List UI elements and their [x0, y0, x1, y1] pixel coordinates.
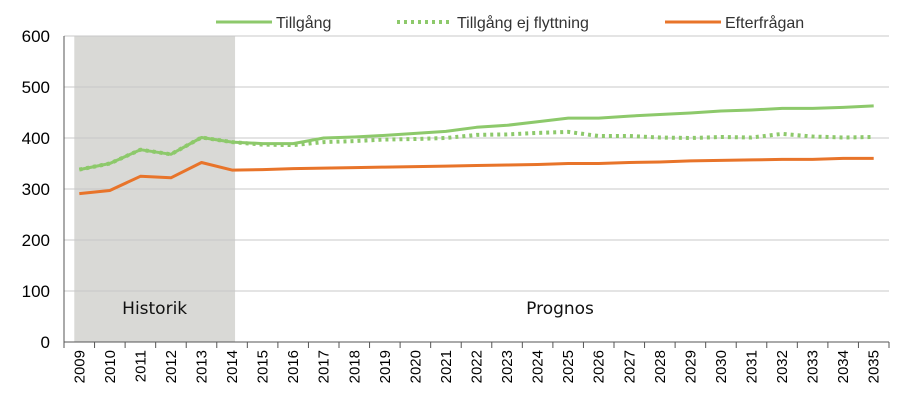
x-tick-label: 2013 [194, 350, 211, 383]
x-tick-label: 2021 [438, 350, 455, 383]
x-tick-label: 2030 [713, 350, 730, 383]
series-line-1 [78, 129, 874, 172]
x-tick-label: 2023 [499, 350, 516, 383]
y-tick-label: 300 [22, 180, 50, 199]
plot-area [78, 104, 874, 196]
x-tick-label: 2009 [71, 350, 88, 383]
x-tick-label: 2014 [224, 350, 241, 383]
x-tick-label: 2016 [285, 350, 302, 383]
x-tick-label: 2022 [469, 350, 486, 383]
x-tick-label: 2034 [835, 350, 852, 383]
series-line-2 [79, 156, 874, 196]
y-axis: 0 100 200 300 400 500 600 [22, 27, 65, 352]
y-tick-label: 500 [22, 78, 50, 97]
x-axis: 2009 2010 2011 2012 2013 2014 2015 2016 2017 2018… [63, 341, 890, 383]
y-tick-label: 100 [22, 282, 50, 301]
x-tick-label: 2012 [163, 350, 180, 383]
legend: Tillgång Tillgång ej flyttning Efterfrågan [216, 14, 804, 32]
y-tick-label: 600 [22, 27, 50, 46]
y-tick-label: 0 [41, 333, 50, 352]
x-tick-label: 2017 [316, 350, 333, 383]
x-tick-label: 2015 [255, 350, 272, 383]
legend-label: Tillgång [276, 14, 331, 32]
x-tick-label: 2019 [377, 350, 394, 383]
x-tick-label: 2028 [652, 350, 669, 383]
y-tick-label: 200 [22, 231, 50, 250]
legend-label: Efterfrågan [725, 14, 804, 32]
prognos-label: Prognos [526, 299, 594, 319]
x-tick-label: 2029 [682, 350, 699, 383]
x-tick-label: 2026 [591, 350, 608, 383]
x-tick-label: 2033 [805, 350, 822, 383]
x-tick-label: 2032 [774, 350, 791, 383]
x-tick-label: 2031 [744, 350, 761, 383]
x-tick-label: 2035 [866, 350, 883, 383]
x-tick-label: 2027 [621, 350, 638, 383]
historik-label: Historik [122, 299, 187, 319]
legend-label: Tillgång ej flyttning [457, 14, 589, 32]
x-tick-label: 2024 [530, 350, 547, 383]
x-tick-label: 2020 [407, 350, 424, 383]
x-tick-label: 2010 [102, 350, 119, 383]
x-tick-label: 2018 [346, 350, 363, 383]
x-tick-label: 2011 [132, 350, 149, 382]
y-tick-label: 400 [22, 129, 50, 148]
x-tick-label: 2025 [560, 350, 577, 383]
